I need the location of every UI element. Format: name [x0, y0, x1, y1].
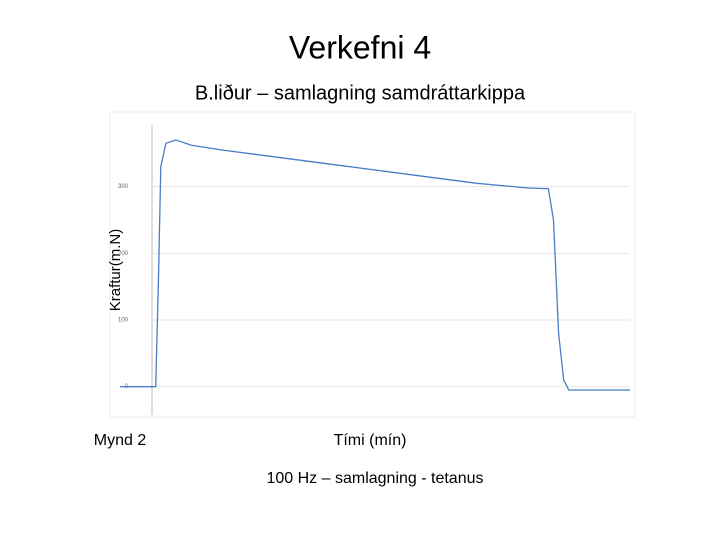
data-line: [120, 139, 630, 391]
chart-frame: [109, 111, 636, 418]
slide-subtitle: B.liður – samlagning samdráttarkippa: [195, 82, 526, 104]
y-tick-label: 200: [118, 251, 129, 257]
y-tick-label: 100: [118, 318, 129, 324]
x-axis-label: Tími (mín): [334, 432, 407, 449]
caption: 100 Hz – samlagning - tetanus: [266, 470, 483, 487]
figure-label: Mynd 2: [94, 432, 147, 449]
slide-title: Verkefni 4: [289, 29, 431, 65]
y-tick-label: 300: [118, 184, 129, 190]
y-axis-label: Kraftur(m.N): [107, 229, 124, 312]
